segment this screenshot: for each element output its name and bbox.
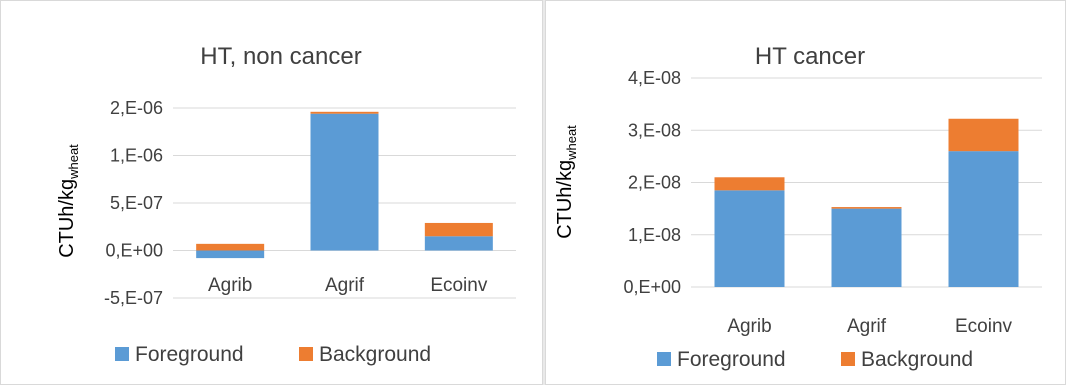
bar-background-ecoinv xyxy=(948,118,1019,152)
bar-foreground-agrib xyxy=(714,190,785,287)
bar-background-agrif xyxy=(831,207,902,209)
legend-swatch-background xyxy=(299,347,313,361)
chart-ht-cancer: HT cancer 0,E+00 1,E-08 2,E-08 3,E-08 4,E-08 C… xyxy=(554,43,1042,371)
bar-background-agrib xyxy=(196,243,265,251)
legend-label-foreground: Foreground xyxy=(135,343,244,366)
bar-foreground-agrib xyxy=(196,250,265,259)
y-tick-label: 0,E+00 xyxy=(105,241,163,261)
x-category-label: Agrib xyxy=(727,316,771,337)
y-axis-label-main: CTUh/kg xyxy=(56,179,78,258)
x-category-label: Agrib xyxy=(208,275,252,296)
y-tick-label: 1,E-06 xyxy=(110,146,163,166)
x-category-label: Ecoinv xyxy=(955,316,1013,337)
x-category-label: Agrif xyxy=(325,275,365,296)
chart-ht-non-cancer: HT, non cancer -5,E-07 0,E+00 5,E-07 1,E-06 2… xyxy=(56,43,516,366)
y-tick-label: 1,E-08 xyxy=(628,225,681,245)
y-tick-label: -5,E-07 xyxy=(104,288,163,308)
chart-panel-ht-cancer: HT cancer 0,E+00 1,E-08 2,E-08 3,E-08 4,E-08 C… xyxy=(545,0,1066,385)
bar-background-ecoinv xyxy=(424,222,493,237)
bar-foreground-ecoinv xyxy=(948,151,1019,287)
chart-title: HT, non cancer xyxy=(200,43,361,70)
legend-label-background: Background xyxy=(861,348,973,371)
y-tick-label: 0,E+00 xyxy=(623,277,681,297)
y-axis-label-subscript: wheat xyxy=(564,125,579,161)
bar-foreground-agrif xyxy=(310,113,379,251)
y-tick-label: 5,E-07 xyxy=(110,193,163,213)
chart-panel-ht-non-cancer: HT, non cancer -5,E-07 0,E+00 5,E-07 1,E-06 2… xyxy=(0,0,543,385)
y-tick-label: 2,E-06 xyxy=(110,98,163,118)
chart-title: HT cancer xyxy=(755,43,865,70)
y-tick-label: 4,E-08 xyxy=(628,68,681,88)
y-axis-label: CTUh/kgwheat xyxy=(554,125,579,239)
legend-swatch-background xyxy=(841,352,855,366)
x-category-label: Ecoinv xyxy=(430,275,488,296)
y-axis-label-main: CTUh/kg xyxy=(554,160,576,239)
bar-foreground-ecoinv xyxy=(424,236,493,251)
bar-background-agrib xyxy=(714,177,785,191)
legend-swatch-foreground xyxy=(657,352,671,366)
y-tick-label: 2,E-08 xyxy=(628,173,681,193)
y-axis-label-subscript: wheat xyxy=(66,144,81,180)
legend-label-foreground: Foreground xyxy=(677,348,786,371)
x-category-label: Agrif xyxy=(847,316,887,337)
bar-foreground-agrif xyxy=(831,208,902,287)
legend-label-background: Background xyxy=(319,343,431,366)
legend-swatch-foreground xyxy=(115,347,129,361)
y-tick-label: 3,E-08 xyxy=(628,120,681,140)
y-axis-label: CTUh/kgwheat xyxy=(56,144,81,258)
bar-background-agrif xyxy=(310,111,379,114)
